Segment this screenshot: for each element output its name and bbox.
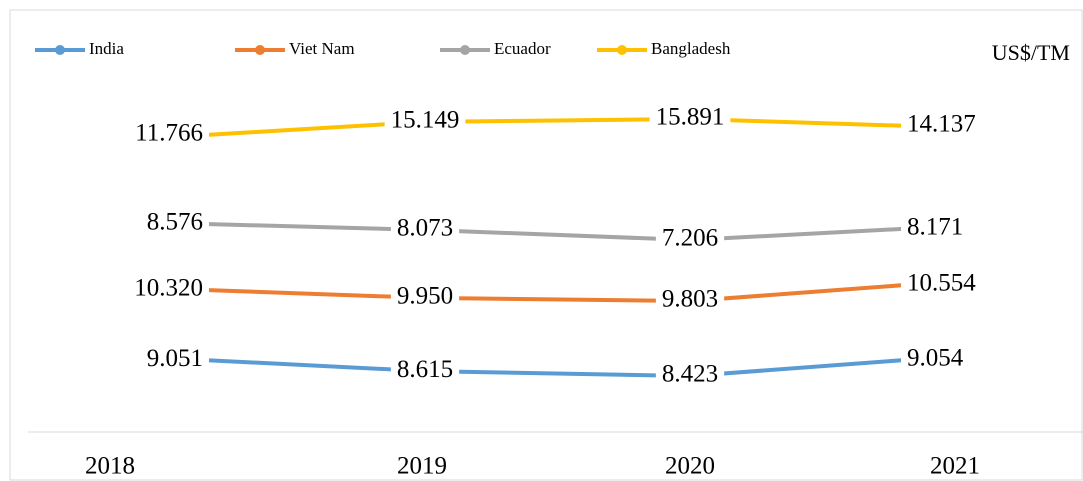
data-label: 15.891 [656,104,725,131]
label-bg [129,119,209,147]
data-label: 8.423 [662,361,718,388]
x-tick-label: 2018 [85,453,135,480]
label-bg [390,282,460,310]
legend-marker [460,45,470,55]
data-label: 8.073 [397,215,453,242]
series-line [204,283,906,304]
label-bg [901,344,970,372]
data-label: 14.137 [907,111,976,138]
label-bg [901,269,983,297]
data-label: 10.320 [134,275,203,302]
label-bg [901,213,970,241]
legend-label: Bangladesh [651,39,731,58]
x-tick-label: 2020 [665,453,715,480]
series-line [204,116,906,137]
label-bg [384,106,466,134]
label-bg [390,214,460,242]
label-bg [140,344,209,372]
data-label: 8.576 [147,209,203,236]
label-bg [901,110,982,138]
label-bg [649,103,731,131]
data-label: 9.054 [907,345,964,372]
legend-label: Ecuador [494,39,551,58]
data-label: 11.766 [135,120,203,147]
frame [9,9,1083,481]
data-label: 10.554 [907,270,976,297]
legend-marker [255,45,265,55]
data-label: 7.206 [662,225,718,252]
data-label: 9.803 [662,286,718,313]
legend-marker [55,45,65,55]
data-label: 8.615 [397,356,453,383]
data-label: 15.149 [391,107,460,134]
label-bg [128,274,209,302]
data-label: 9.051 [147,345,203,372]
series-line [204,358,906,379]
data-label: 8.171 [907,213,963,240]
data-label: 9.950 [397,283,453,310]
label-bg [390,355,460,383]
unit-label: US$/TM [992,40,1070,65]
x-tick-label: 2019 [397,453,447,480]
label-bg [655,224,725,252]
label-bg [655,360,725,388]
x-tick-label: 2021 [930,453,980,480]
legend-label: Viet Nam [289,39,355,58]
label-bg [140,208,209,236]
legend-marker [617,45,627,55]
legend-label: India [89,39,124,58]
series-line [204,222,906,243]
label-bg [655,285,725,313]
